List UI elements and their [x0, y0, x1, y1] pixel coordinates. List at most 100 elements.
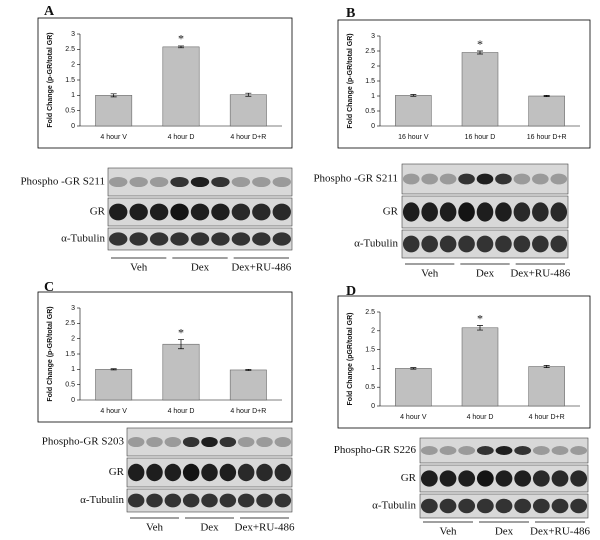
- blot-row-label: Phospho-GR S203: [42, 436, 125, 448]
- x-tick-label: 4 hour V: [400, 414, 427, 421]
- blot-row-label: GR: [401, 472, 417, 484]
- annotation: *: [178, 32, 184, 46]
- y-tick-label: 0.5: [365, 108, 375, 115]
- y-tick-label: 3: [71, 31, 75, 38]
- blot-band: [514, 470, 532, 487]
- blot-band: [439, 470, 457, 487]
- blot-band: [495, 202, 512, 222]
- blot-band: [570, 446, 588, 455]
- y-tick-label: 0: [371, 123, 375, 130]
- y-tick-label: 2: [371, 63, 375, 70]
- y-tick-label: 2.5: [365, 48, 375, 55]
- bar: [162, 46, 200, 127]
- blot-band: [495, 235, 512, 253]
- blot-band: [146, 493, 163, 508]
- blot-band: [551, 470, 569, 487]
- blot-band: [532, 202, 549, 222]
- blot-band: [170, 232, 189, 246]
- blot-band: [170, 176, 189, 188]
- bar: [229, 369, 267, 401]
- blot-band: [439, 446, 457, 455]
- blot-band: [252, 203, 271, 221]
- error-bar: [178, 45, 184, 49]
- blot-band: [458, 235, 475, 253]
- blot-band: [402, 173, 420, 185]
- blot-band: [570, 470, 588, 487]
- y-tick-label: 3: [71, 305, 75, 312]
- blot-band: [231, 176, 251, 188]
- blot-band: [201, 463, 218, 482]
- blot-band: [274, 463, 292, 482]
- blot-band: [550, 235, 568, 253]
- error-bar: [410, 367, 417, 370]
- x-tick-label: 4 hour D+R: [230, 408, 266, 415]
- blot-band: [495, 173, 512, 185]
- y-tick-label: 1: [71, 366, 75, 373]
- group-label: Dex+RU-486: [235, 522, 295, 534]
- y-tick-label: 1.5: [65, 77, 75, 84]
- blot-band: [149, 203, 169, 221]
- blot-band: [164, 436, 182, 448]
- blot-band: [550, 202, 568, 222]
- y-axis-label: Fold Change (p-GR/total GR): [47, 306, 54, 401]
- blot-band: [551, 446, 569, 455]
- y-tick-label: 0: [371, 403, 375, 410]
- blot-band: [439, 498, 457, 514]
- blot-band: [274, 493, 292, 508]
- blot-band: [211, 232, 230, 246]
- blot-band: [458, 470, 476, 487]
- blot-band: [256, 463, 273, 482]
- blot-band: [274, 436, 292, 448]
- blot-band: [476, 202, 494, 222]
- blot-row-label: GR: [90, 206, 106, 218]
- blot-band: [421, 202, 438, 222]
- blot-band: [231, 203, 251, 221]
- bar: [162, 343, 200, 401]
- chart-frame: [337, 295, 591, 429]
- chart-frame: [37, 17, 293, 149]
- blot-band: [476, 498, 494, 514]
- y-tick-label: 2.5: [65, 46, 75, 53]
- group-label: Veh: [421, 268, 439, 280]
- bar: [461, 327, 499, 407]
- blot-band: [129, 203, 148, 221]
- blot-band: [550, 173, 568, 185]
- error-bar: [245, 368, 252, 371]
- error-bar: [477, 325, 483, 331]
- blot-row-label: α-Tubulin: [354, 238, 398, 250]
- blot-band: [551, 498, 569, 514]
- bar: [395, 95, 432, 127]
- blot-band: [532, 446, 550, 455]
- blot-band: [476, 235, 494, 253]
- blot-band: [439, 235, 457, 253]
- blot-band: [272, 232, 291, 246]
- blot-band: [420, 498, 438, 514]
- bar: [461, 52, 499, 127]
- blot-band: [420, 446, 438, 455]
- blot-row-label: GR: [383, 206, 399, 218]
- y-tick-label: 2.5: [65, 320, 75, 327]
- blot-band: [476, 446, 494, 455]
- blot-band: [458, 446, 476, 455]
- blot-band: [237, 463, 255, 482]
- blot-band: [182, 493, 200, 508]
- blot-band: [129, 232, 148, 246]
- blot-band: [127, 493, 145, 508]
- blot-band: [127, 436, 145, 448]
- group-label: Dex: [191, 262, 210, 274]
- group-label: Veh: [130, 262, 148, 274]
- blot-band: [495, 446, 513, 455]
- blot-band: [129, 176, 148, 188]
- blot-band: [495, 470, 513, 487]
- blot-band: [149, 232, 169, 246]
- bar: [229, 94, 267, 127]
- y-axis-label: Fold Change (pGR/total GR): [347, 313, 354, 406]
- blot-band: [476, 173, 494, 185]
- x-tick-label: 4 hour D+R: [529, 414, 565, 421]
- blot-band: [421, 235, 438, 253]
- error-bar: [410, 94, 417, 97]
- blot-band: [514, 498, 532, 514]
- blot-band: [146, 463, 163, 482]
- x-tick-label: 4 hour V: [100, 408, 127, 415]
